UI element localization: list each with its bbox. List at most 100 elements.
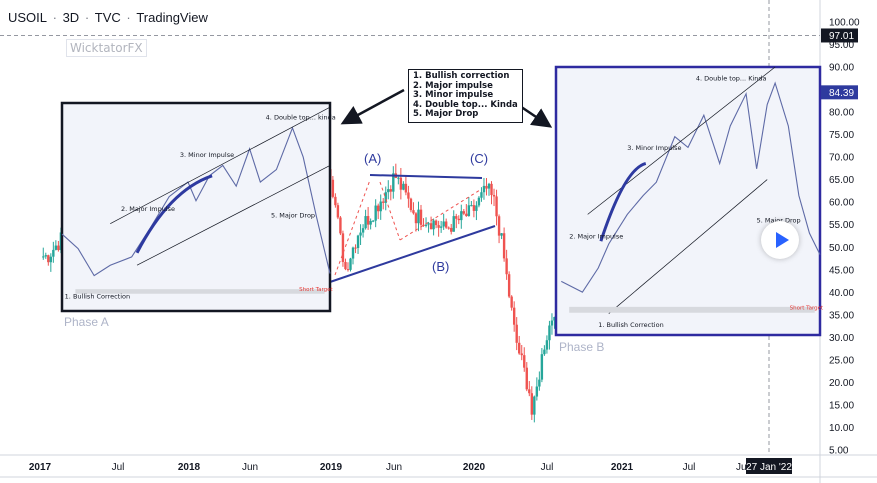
candle-body xyxy=(502,233,506,259)
price-tick: 80.00 xyxy=(829,108,854,119)
symbol-label: USOIL xyxy=(8,10,48,25)
inset-channel-line xyxy=(110,106,331,224)
inset-impulse-arrow xyxy=(599,162,647,242)
candle-body xyxy=(54,245,58,250)
inset-label: 3. Minor Impulse xyxy=(180,151,234,159)
inset-price-path xyxy=(561,81,821,293)
inset-phase-b: 1. Bullish Correction 2. Major Impulse 3. … xyxy=(554,65,824,337)
play-button[interactable] xyxy=(761,221,799,259)
candle-body xyxy=(366,216,370,225)
candle-body xyxy=(470,205,473,207)
time-scale[interactable]: 2017 Jul 2018 Jun 2019 Jun 2020 Jul 2021 Jul Jun27… xyxy=(29,458,792,474)
candle-body xyxy=(462,211,466,214)
price-tick: 50.00 xyxy=(829,243,854,254)
candle-body xyxy=(349,258,352,270)
legend-box: 1. Bullish correction 2. Major impulse 3… xyxy=(408,69,523,123)
candle-body xyxy=(369,220,372,225)
candle-body xyxy=(457,218,460,221)
candle-body xyxy=(530,393,534,415)
watermark-label: WicktatorFX xyxy=(66,39,147,57)
candle-body xyxy=(442,221,445,227)
price-tick: 15.00 xyxy=(829,400,854,411)
candle-body xyxy=(422,224,425,226)
wave-a-label: (A) xyxy=(364,151,381,166)
time-tick: Jun xyxy=(242,462,258,473)
candle-body xyxy=(424,224,428,226)
candle-body xyxy=(387,189,390,193)
candle-body xyxy=(414,213,418,224)
time-tick: Jul xyxy=(683,462,696,473)
time-tick: 2017 xyxy=(29,462,52,473)
wave-b-dash xyxy=(379,181,401,241)
candle-body xyxy=(364,216,367,229)
candle-body xyxy=(384,192,387,203)
inset-label: 5. Major Drop xyxy=(271,211,315,219)
candle-body xyxy=(397,177,400,179)
candle-body xyxy=(392,173,395,192)
candle-body xyxy=(482,185,486,193)
candle-body xyxy=(434,220,438,226)
price-tick: 25.00 xyxy=(829,355,854,366)
candle-body xyxy=(528,389,531,394)
price-tick: 65.00 xyxy=(829,175,854,186)
inset-target-band xyxy=(569,306,815,313)
candle-body xyxy=(450,227,453,232)
candle-body xyxy=(389,189,392,192)
wave-a-dash xyxy=(334,179,371,276)
inset-label: 2. Major Impulse xyxy=(569,233,623,241)
phase-b-label: Phase B xyxy=(559,340,604,354)
candle-body xyxy=(439,226,443,228)
inset-target-label: Short Target xyxy=(299,287,333,293)
symbol-header[interactable]: USOIL · 3D · TVC · TradingView xyxy=(8,10,208,25)
time-tick: 2020 xyxy=(463,462,486,473)
candle-body xyxy=(429,223,433,230)
price-tick: 20.00 xyxy=(829,378,854,389)
candle-body xyxy=(444,221,448,228)
crosshair-date-label: 27 Jan '22 xyxy=(746,462,792,473)
time-tick: Jul xyxy=(112,462,125,473)
inset-label: 2. Major Impulse xyxy=(121,205,175,213)
candle-body xyxy=(359,232,362,236)
price-tick: 35.00 xyxy=(829,310,854,321)
candle-body xyxy=(432,220,435,230)
candle-body xyxy=(505,258,508,275)
price-tick: 90.00 xyxy=(829,63,854,74)
candle-body xyxy=(336,205,340,218)
phase-a-label: Phase A xyxy=(64,315,109,329)
inset-impulse-arrow xyxy=(135,174,213,254)
candle-body xyxy=(510,296,513,308)
candle-body xyxy=(543,349,546,355)
candle-body xyxy=(480,192,483,198)
candle-body xyxy=(331,179,335,197)
price-scale[interactable]: 100.0095.0090.0085.0080.0075.0070.0065.0… xyxy=(821,18,860,457)
crosshair-date-badge xyxy=(746,458,792,474)
candle-body xyxy=(535,386,539,397)
wave-c-label: (C) xyxy=(470,151,488,166)
price-tick: 60.00 xyxy=(829,198,854,209)
price-tick: 95.00 xyxy=(829,40,854,51)
candle-body xyxy=(351,247,355,259)
candle-body xyxy=(371,220,375,222)
price-tick: 70.00 xyxy=(829,153,854,164)
price-tick: 5.00 xyxy=(829,446,849,457)
candle-body xyxy=(497,216,501,236)
wave-c-dash xyxy=(399,189,481,241)
candle-body xyxy=(465,213,468,217)
candle-body xyxy=(455,216,458,219)
inset-label: 5. Major Drop xyxy=(757,216,801,224)
wave-b-label: (B) xyxy=(432,259,449,274)
inset-target-label: Short Target xyxy=(790,306,824,312)
candle-body xyxy=(533,396,536,415)
exchange-label: TVC xyxy=(94,10,121,25)
candle-body xyxy=(477,197,481,206)
candle-body xyxy=(402,183,405,190)
candle-body xyxy=(487,183,491,189)
time-tick: Jul xyxy=(541,462,554,473)
price-tick: 40.00 xyxy=(829,288,854,299)
inset-label: 1. Bullish Correction xyxy=(598,321,663,329)
time-tick: Jun xyxy=(386,462,402,473)
crosshair-price-label: 97.01 xyxy=(829,31,854,42)
last-price-label: 84.39 xyxy=(829,88,854,99)
candle-body xyxy=(460,211,463,221)
triangle-lower-line xyxy=(329,225,496,283)
